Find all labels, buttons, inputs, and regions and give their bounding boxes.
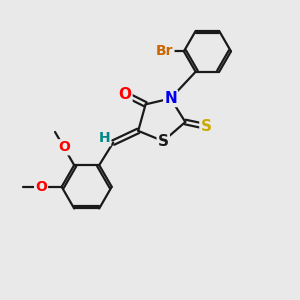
Text: O: O	[118, 87, 131, 102]
Text: S: S	[200, 119, 211, 134]
Text: O: O	[35, 180, 47, 194]
Text: Br: Br	[156, 44, 173, 58]
Text: H: H	[98, 131, 110, 145]
Text: O: O	[58, 140, 70, 154]
Text: N: N	[164, 91, 177, 106]
Text: S: S	[158, 134, 169, 149]
